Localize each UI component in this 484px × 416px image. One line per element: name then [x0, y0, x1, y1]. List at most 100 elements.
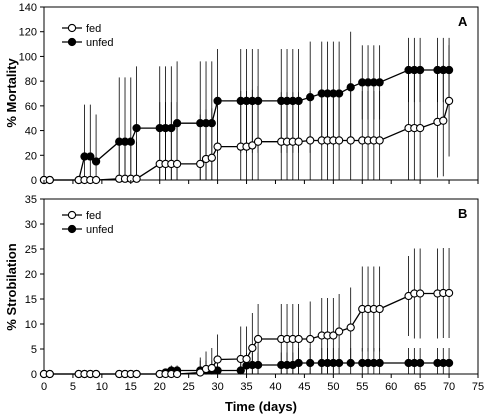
fed-data-point: [91, 175, 101, 185]
y-axis-label: % Mortality: [4, 58, 19, 128]
fed-data-point: [172, 369, 182, 379]
unfed-data-point: [375, 358, 384, 368]
unfed-data-point: [172, 119, 182, 128]
y-tick-label: 30: [25, 219, 37, 231]
legend-unfed-marker: [67, 37, 77, 47]
y-tick-label: 60: [25, 101, 37, 113]
fed-data-point: [415, 289, 425, 298]
fed-data-point: [415, 123, 425, 133]
unfed-data-point: [415, 65, 425, 75]
x-tick-label: 50: [327, 381, 339, 393]
fed-data-point: [346, 323, 355, 332]
mortality-panel: A % Mortality 0 20 40 60 80 100 120 140 fed unf…: [4, 2, 479, 187]
unfed-data-point: [126, 137, 135, 146]
fed-data-point: [294, 137, 303, 146]
fed-data-point: [346, 136, 355, 145]
x-tick-label: 25: [183, 381, 195, 393]
error-bars: [84, 31, 450, 180]
x-tick-label: 10: [96, 381, 108, 393]
strobilation-panel: B % Strobilation Time (days) 0 5 10 15 20 25 3…: [4, 194, 484, 414]
unfed-data-point: [306, 93, 315, 102]
x-tick-label: 20: [154, 381, 166, 393]
x-tick-label: 5: [70, 381, 76, 393]
y-tick-label: 120: [19, 27, 37, 39]
y-tick-labels: 0 5 10 15 20 25 30 35: [25, 194, 44, 381]
legend-unfed-label: unfed: [86, 224, 114, 236]
y-tick-label: 25: [25, 244, 37, 256]
legend-unfed-marker: [67, 224, 77, 234]
legend-fed-marker: [67, 210, 77, 220]
x-tick-label: 30: [211, 381, 223, 393]
fed-data-point: [91, 369, 101, 379]
x-tick-label: 70: [443, 381, 455, 393]
fed-data-point: [444, 96, 454, 106]
fed-data-point: [45, 175, 54, 185]
fed-data-point: [132, 369, 141, 379]
y-tick-label: 15: [25, 294, 37, 306]
y-tick-label: 40: [25, 126, 37, 138]
y-tick-label: 20: [25, 150, 37, 162]
y-tick-label: 100: [19, 51, 37, 63]
unfed-data-point: [444, 65, 454, 75]
series-markers: [39, 65, 454, 185]
y-tick-label: 0: [31, 369, 37, 381]
x-tick-label: 75: [472, 381, 484, 393]
plot-frame: [43, 198, 479, 375]
fed-data-point: [294, 334, 303, 344]
unfed-data-point: [375, 78, 384, 87]
fed-data-point: [329, 331, 338, 340]
y-tick-label: 140: [19, 2, 37, 14]
x-axis-label: Time (days): [225, 399, 297, 414]
unfed-data-point: [86, 152, 95, 161]
legend-fed-label: fed: [86, 210, 101, 222]
x-tick-label: 45: [298, 381, 310, 393]
unfed-data-point: [253, 96, 263, 106]
error-bars: [165, 248, 450, 374]
fed-data-point: [439, 116, 448, 125]
unfed-data-point: [213, 96, 222, 106]
fed-data-point: [248, 141, 257, 150]
fed-data-point: [334, 327, 344, 336]
legend-fed-label: fed: [86, 23, 101, 35]
y-tick-label: 0: [31, 175, 37, 187]
fed-data-point: [242, 354, 251, 364]
unfed-data-point: [236, 366, 245, 375]
fed-data-point: [253, 334, 263, 344]
fed-data-point: [444, 288, 454, 298]
unfed-data-point: [91, 157, 101, 166]
x-tick-label: 35: [240, 381, 252, 393]
unfed-data-point: [207, 119, 216, 128]
y-tick-label: 5: [31, 344, 37, 356]
legend-unfed-label: unfed: [86, 37, 114, 49]
x-tick-label: 15: [125, 381, 137, 393]
unfed-data-point: [294, 358, 303, 368]
y-tick-labels: 0 20 40 60 80 100 120 140: [19, 2, 44, 187]
fed-data-point: [45, 369, 54, 379]
fed-data-point: [375, 136, 384, 145]
fed-data-point: [253, 137, 263, 146]
unfed-data-point: [132, 123, 141, 133]
unfed-data-point: [346, 83, 355, 92]
fed-data-point: [132, 174, 141, 183]
unfed-data-point: [444, 358, 454, 368]
fed-data-point: [213, 355, 222, 364]
unfed-data-point: [334, 358, 344, 368]
y-tick-label: 80: [25, 76, 37, 88]
fed-data-point: [207, 153, 216, 162]
unfed-data-point: [334, 89, 344, 98]
y-tick-label: 10: [25, 319, 37, 331]
legend-fed-marker: [67, 23, 77, 33]
fed-data-point: [196, 159, 205, 169]
fed-data-point: [207, 363, 216, 373]
fed-data-point: [306, 334, 315, 344]
unfed-data-point: [294, 96, 303, 106]
fed-data-point: [248, 343, 257, 353]
x-tick-labels: 0 5 10 15 20 25 30 35 40 45 50 55 60 65 70 75: [41, 374, 484, 393]
plot-frame: [43, 6, 479, 181]
unfed-data-point: [167, 123, 176, 133]
unfed-data-point: [253, 360, 263, 370]
x-tick-label: 40: [269, 381, 281, 393]
x-tick-label: 65: [414, 381, 426, 393]
fed-data-point: [375, 304, 384, 314]
